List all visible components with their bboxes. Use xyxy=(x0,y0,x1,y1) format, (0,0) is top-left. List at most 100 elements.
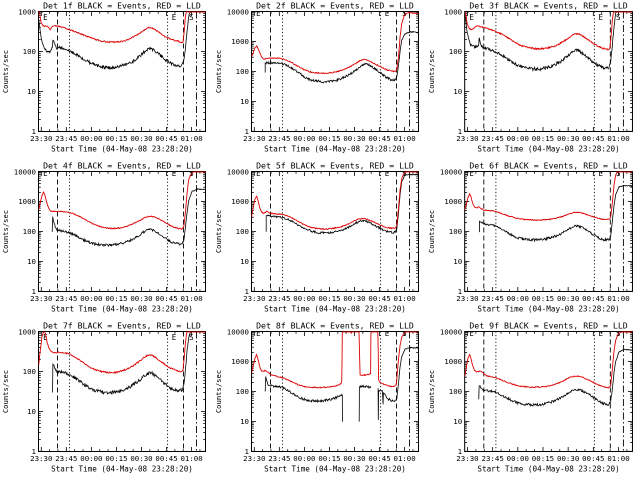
plot-det-7f: 23:30 23:45 00:00 00:15 00:30 00:45 01:00 1 10 10… xyxy=(1,321,206,474)
event-letter: E xyxy=(256,9,261,18)
plot-det-5f: 23:30 23:45 00:00 00:15 00:30 00:45 01:00 1 10 10… xyxy=(214,161,419,314)
x-tick-label: 00:15 xyxy=(105,134,127,143)
event-letter: S xyxy=(616,169,621,178)
x-tick-label: 23:30 xyxy=(456,294,478,303)
axis-ticks xyxy=(38,11,206,132)
events-curve xyxy=(265,173,419,235)
x-tick-label: 00:00 xyxy=(507,454,529,463)
x-tick-label: 00:30 xyxy=(130,134,152,143)
plot-cell-det-6f: 23:30 23:45 00:00 00:15 00:30 00:45 01:00 1 10 10… xyxy=(426,160,640,320)
y-tick-label: 100 xyxy=(23,367,36,376)
event-letter: E xyxy=(469,169,474,178)
y-axis-label: Counts/sec xyxy=(1,370,10,413)
plot-det-1f: 23:30 23:45 00:00 00:15 00:30 00:45 01:00 1 10 10… xyxy=(1,1,206,154)
axis-ticks xyxy=(464,171,633,292)
lld-curve xyxy=(38,11,206,44)
x-tick-label: 00:30 xyxy=(130,294,152,303)
event-letter: E xyxy=(256,169,261,178)
plot-title: Det 5f BLACK = Events, RED = LLD xyxy=(256,161,414,171)
plot-frame xyxy=(38,11,206,132)
y-axis-label: Counts/sec xyxy=(1,210,10,253)
plot-title: Det 1f BLACK = Events, RED = LLD xyxy=(43,1,201,11)
x-tick-label: 00:15 xyxy=(532,134,554,143)
plot-det-6f: 23:30 23:45 00:00 00:15 00:30 00:45 01:00 1 10 10… xyxy=(427,161,633,314)
y-tick-label: 1 xyxy=(458,287,462,296)
event-letter: S xyxy=(402,329,407,338)
x-tick-label: 00:45 xyxy=(582,134,604,143)
plot-det-2f: 23:30 23:45 00:00 00:15 00:30 00:45 01:00 1 10 10… xyxy=(214,1,419,154)
plot-cell-det-7f: 23:30 23:45 00:00 00:15 00:30 00:45 01:00 1 10 10… xyxy=(0,320,213,480)
x-tick-label: 01:00 xyxy=(393,294,415,303)
plot-title: Det 8f BLACK = Events, RED = LLD xyxy=(256,321,414,331)
y-tick-label: 100 xyxy=(449,227,462,236)
x-axis-label: Start Time (04-May-08 23:28:20) xyxy=(264,305,406,314)
x-tick-label: 01:00 xyxy=(607,134,629,143)
y-axis-label: Counts/sec xyxy=(214,210,223,253)
y-tick-label: 10 xyxy=(27,87,36,96)
y-tick-label: 10 xyxy=(240,417,249,426)
x-tick-label: 01:00 xyxy=(393,134,415,143)
y-tick-label: 1000 xyxy=(231,37,249,46)
x-tick-label: 00:30 xyxy=(343,294,365,303)
x-tick-label: 23:45 xyxy=(268,294,290,303)
events-curve xyxy=(478,348,633,407)
x-tick-label: 23:45 xyxy=(268,454,290,463)
plot-title: Det 2f BLACK = Events, RED = LLD xyxy=(256,1,414,11)
x-tick-label: 00:45 xyxy=(155,134,177,143)
axis-ticks xyxy=(464,11,633,132)
plot-det-8f: 23:30 23:45 00:00 00:15 00:30 00:45 01:00 1 10 10… xyxy=(214,321,419,474)
event-letter: E xyxy=(385,169,390,178)
plot-frame xyxy=(464,171,633,292)
x-tick-label: 01:00 xyxy=(180,454,202,463)
y-tick-label: 10000 xyxy=(440,328,462,337)
x-axis-label: Start Time (04-May-08 23:28:20) xyxy=(51,465,193,474)
x-axis-label: Start Time (04-May-08 23:28:20) xyxy=(477,145,619,154)
x-axis-label: Start Time (04-May-08 23:28:20) xyxy=(51,305,193,314)
y-tick-label: 10000 xyxy=(227,328,249,337)
y-axis-label: Counts/sec xyxy=(427,370,436,413)
x-tick-label: 00:00 xyxy=(293,294,315,303)
x-tick-label: 00:00 xyxy=(80,454,102,463)
event-letter: E xyxy=(469,13,474,22)
y-axis-label: Counts/sec xyxy=(214,370,223,413)
events-curve xyxy=(264,30,419,84)
y-tick-label: 1000 xyxy=(18,328,36,337)
y-tick-label: 10 xyxy=(27,257,36,266)
x-tick-label: 23:30 xyxy=(456,454,478,463)
plot-title: Det 7f BLACK = Events, RED = LLD xyxy=(43,321,201,331)
axis-ticks xyxy=(464,331,633,452)
event-letter: E xyxy=(172,13,177,22)
x-tick-label: 00:00 xyxy=(80,294,102,303)
y-tick-label: 100 xyxy=(23,47,36,56)
y-tick-label: 100 xyxy=(236,387,249,396)
plot-cell-det-5f: 23:30 23:45 00:00 00:15 00:30 00:45 01:00 1 10 10… xyxy=(213,160,426,320)
event-letter: E xyxy=(599,13,604,22)
x-tick-label: 00:00 xyxy=(293,454,315,463)
y-tick-label: 1 xyxy=(458,447,462,456)
y-tick-label: 10000 xyxy=(227,168,249,177)
x-axis-label: Start Time (04-May-08 23:28:20) xyxy=(264,465,406,474)
x-tick-label: 01:00 xyxy=(180,294,202,303)
x-tick-label: 00:15 xyxy=(318,454,340,463)
y-tick-label: 1000 xyxy=(18,8,36,17)
plot-frame xyxy=(38,331,206,452)
y-tick-label: 10000 xyxy=(440,168,462,177)
y-tick-label: 1000 xyxy=(231,197,249,206)
x-tick-label: 00:15 xyxy=(532,294,554,303)
y-tick-label: 1000 xyxy=(18,197,36,206)
event-letter: E xyxy=(469,329,474,338)
x-tick-label: 00:00 xyxy=(80,134,102,143)
y-tick-label: 10 xyxy=(240,97,249,106)
x-tick-label: 23:45 xyxy=(55,294,77,303)
x-tick-label: 00:45 xyxy=(368,294,390,303)
plot-det-4f: 23:30 23:45 00:00 00:15 00:30 00:45 01:00 1 10 10… xyxy=(1,161,206,314)
y-tick-label: 10000 xyxy=(14,168,36,177)
x-axis-label: Start Time (04-May-08 23:28:20) xyxy=(477,465,619,474)
x-axis-label: Start Time (04-May-08 23:28:20) xyxy=(477,305,619,314)
y-tick-label: 1 xyxy=(32,447,36,456)
y-tick-label: 1000 xyxy=(444,8,462,17)
x-tick-label: 00:45 xyxy=(582,454,604,463)
